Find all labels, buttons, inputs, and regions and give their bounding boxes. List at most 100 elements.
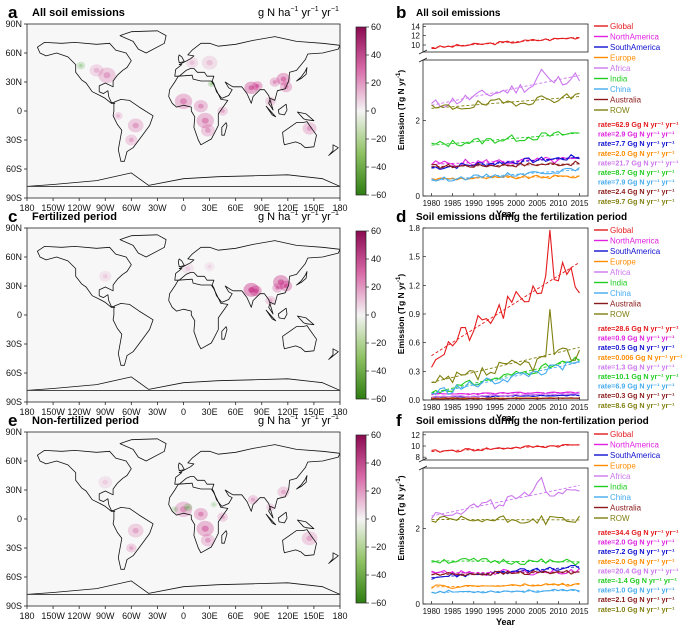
rate-label-global: rate=62.9 Gg N yr⁻¹ yr⁻¹ xyxy=(598,120,679,129)
hotspot-core-positive xyxy=(253,288,259,293)
rate-label-southamerica: rate=7.2 Gg N yr⁻¹ yr⁻¹ xyxy=(598,547,675,556)
hotspot-positive xyxy=(196,112,214,129)
coastline-greenland xyxy=(119,30,167,54)
lon-tick-label: 0 xyxy=(181,407,186,417)
hotspot-core-positive xyxy=(128,137,134,143)
x-tick-label: 2005 xyxy=(528,199,546,208)
colorbar-tick-label: 60 xyxy=(371,226,381,236)
y-tick-label: 8 xyxy=(416,453,421,462)
lon-tick-label: 180 xyxy=(19,407,34,417)
hotspot-core-positive xyxy=(207,264,212,269)
hotspot-positive xyxy=(200,534,215,547)
coastline-southAmerica xyxy=(112,302,154,366)
legend-label-india: India xyxy=(610,75,628,84)
coastline-australia xyxy=(282,121,317,149)
colorbar-tick-label: 60 xyxy=(371,22,381,32)
rate-label-northamerica: rate=2.0 Gg N yr⁻¹ yr⁻¹ xyxy=(598,538,675,547)
hotspot-core-negative xyxy=(79,64,83,68)
lon-tick-label: 120W xyxy=(67,407,91,417)
hotspot-core-positive xyxy=(116,114,121,118)
x-tick-label: 2005 xyxy=(528,403,546,412)
lon-tick-label: 150E xyxy=(303,407,324,417)
y-axis-label: Emission (Tg N yr-1) xyxy=(396,274,406,355)
lon-tick-label: 120E xyxy=(277,407,298,417)
lat-tick-label: 60S xyxy=(6,572,22,582)
unit-superscript: −1 xyxy=(290,414,298,421)
y-axis-label-sup: -1 xyxy=(396,276,402,282)
panel-letter: d xyxy=(396,207,406,226)
y-tick-label: 0.6 xyxy=(409,339,421,348)
colorbar xyxy=(355,434,367,604)
x-tick-label: 1985 xyxy=(444,199,462,208)
hotspot-core-positive xyxy=(283,283,289,289)
panel-letter: c xyxy=(8,207,17,226)
chart-title: Soil emissions during the fertilization … xyxy=(416,212,627,223)
plot-frame-lower xyxy=(422,59,589,197)
coastline-eurasia xyxy=(174,240,340,315)
colorbar-tick-label: −60 xyxy=(371,394,386,404)
series-line-india xyxy=(431,557,580,566)
y-tick-label: 2 xyxy=(416,524,421,533)
lon-tick-label: 90E xyxy=(254,611,270,621)
colorbar-tick-label: 20 xyxy=(371,78,381,88)
plot-frame xyxy=(422,227,589,401)
hotspot-core-positive xyxy=(248,85,255,91)
unit-text: yr xyxy=(319,211,332,223)
rate-label-africa: rate=1.3 Gg N yr⁻¹ yr⁻¹ xyxy=(598,362,675,371)
coastline-uk xyxy=(177,54,185,64)
lon-tick-label: 0 xyxy=(181,611,186,621)
lon-tick-label: 150E xyxy=(303,611,324,621)
legend-label-china: China xyxy=(610,493,631,502)
hotspot-core-positive xyxy=(102,274,108,279)
hotspot-core-positive xyxy=(132,527,139,534)
x-tick-label: 2010 xyxy=(549,199,567,208)
y-tick-label: 0 xyxy=(416,600,421,609)
hotspot-core-positive xyxy=(129,546,134,550)
y-tick-label: 12 xyxy=(411,32,420,41)
map-title: All soil emissions xyxy=(32,7,125,19)
lon-tick-label: 30W xyxy=(148,611,167,621)
hotspot-core-negative xyxy=(173,508,177,511)
y-axis-label-end: ) xyxy=(396,274,406,277)
lat-tick-label: 30N xyxy=(5,485,22,495)
series-line-row xyxy=(431,514,580,526)
hotspot-positive xyxy=(272,283,283,293)
x-tick-label: 1990 xyxy=(465,403,483,412)
x-tick-label: 1980 xyxy=(423,607,441,616)
hotspot-core-positive xyxy=(185,266,191,271)
unit-text: yr xyxy=(298,415,311,427)
panel-letter: a xyxy=(8,3,18,22)
lon-tick-label: 150W xyxy=(41,203,65,213)
lat-tick-label: 60S xyxy=(6,368,22,378)
series-line-australia xyxy=(431,569,580,577)
series-line-global xyxy=(431,37,580,49)
rate-label-africa: rate=20.4 Gg N yr⁻¹ yr⁻¹ xyxy=(598,566,679,575)
unit-text: yr xyxy=(298,211,311,223)
x-tick-label: 1980 xyxy=(423,199,441,208)
hotspot-positive xyxy=(98,476,113,489)
rate-label-india: rate=10.1 Gg N yr⁻¹ yr⁻¹ xyxy=(598,372,679,381)
lat-tick-label: 0 xyxy=(17,514,22,524)
hotspot-core-positive xyxy=(255,84,260,88)
colorbar-tick-label: −40 xyxy=(371,162,386,172)
series-line-australia xyxy=(431,160,580,169)
hotspot-negative xyxy=(76,61,86,70)
unit-superscript: −1 xyxy=(290,210,298,217)
colorbar-tick-label: 0 xyxy=(371,514,376,524)
trend-line-global xyxy=(431,261,580,357)
legend-label-australia: Australia xyxy=(610,96,642,105)
unit-text: g N ha xyxy=(258,7,291,19)
plot-frame-lower xyxy=(422,467,589,605)
x-axis-label: Year xyxy=(496,617,516,627)
legend-label-southamerica: SouthAmerica xyxy=(610,451,661,460)
lat-tick-label: 30N xyxy=(5,281,22,291)
colorbar-tick-label: −40 xyxy=(371,366,386,376)
trend-line-africa xyxy=(431,484,580,517)
hotspot-positive xyxy=(99,270,112,282)
legend-label-australia: Australia xyxy=(610,504,642,513)
lon-tick-label: 0 xyxy=(181,203,186,213)
unit-text: yr xyxy=(319,415,332,427)
rate-label-china: rate=7.9 Gg N yr⁻¹ yr⁻¹ xyxy=(598,178,675,187)
legend-label-row: ROW xyxy=(610,106,630,115)
